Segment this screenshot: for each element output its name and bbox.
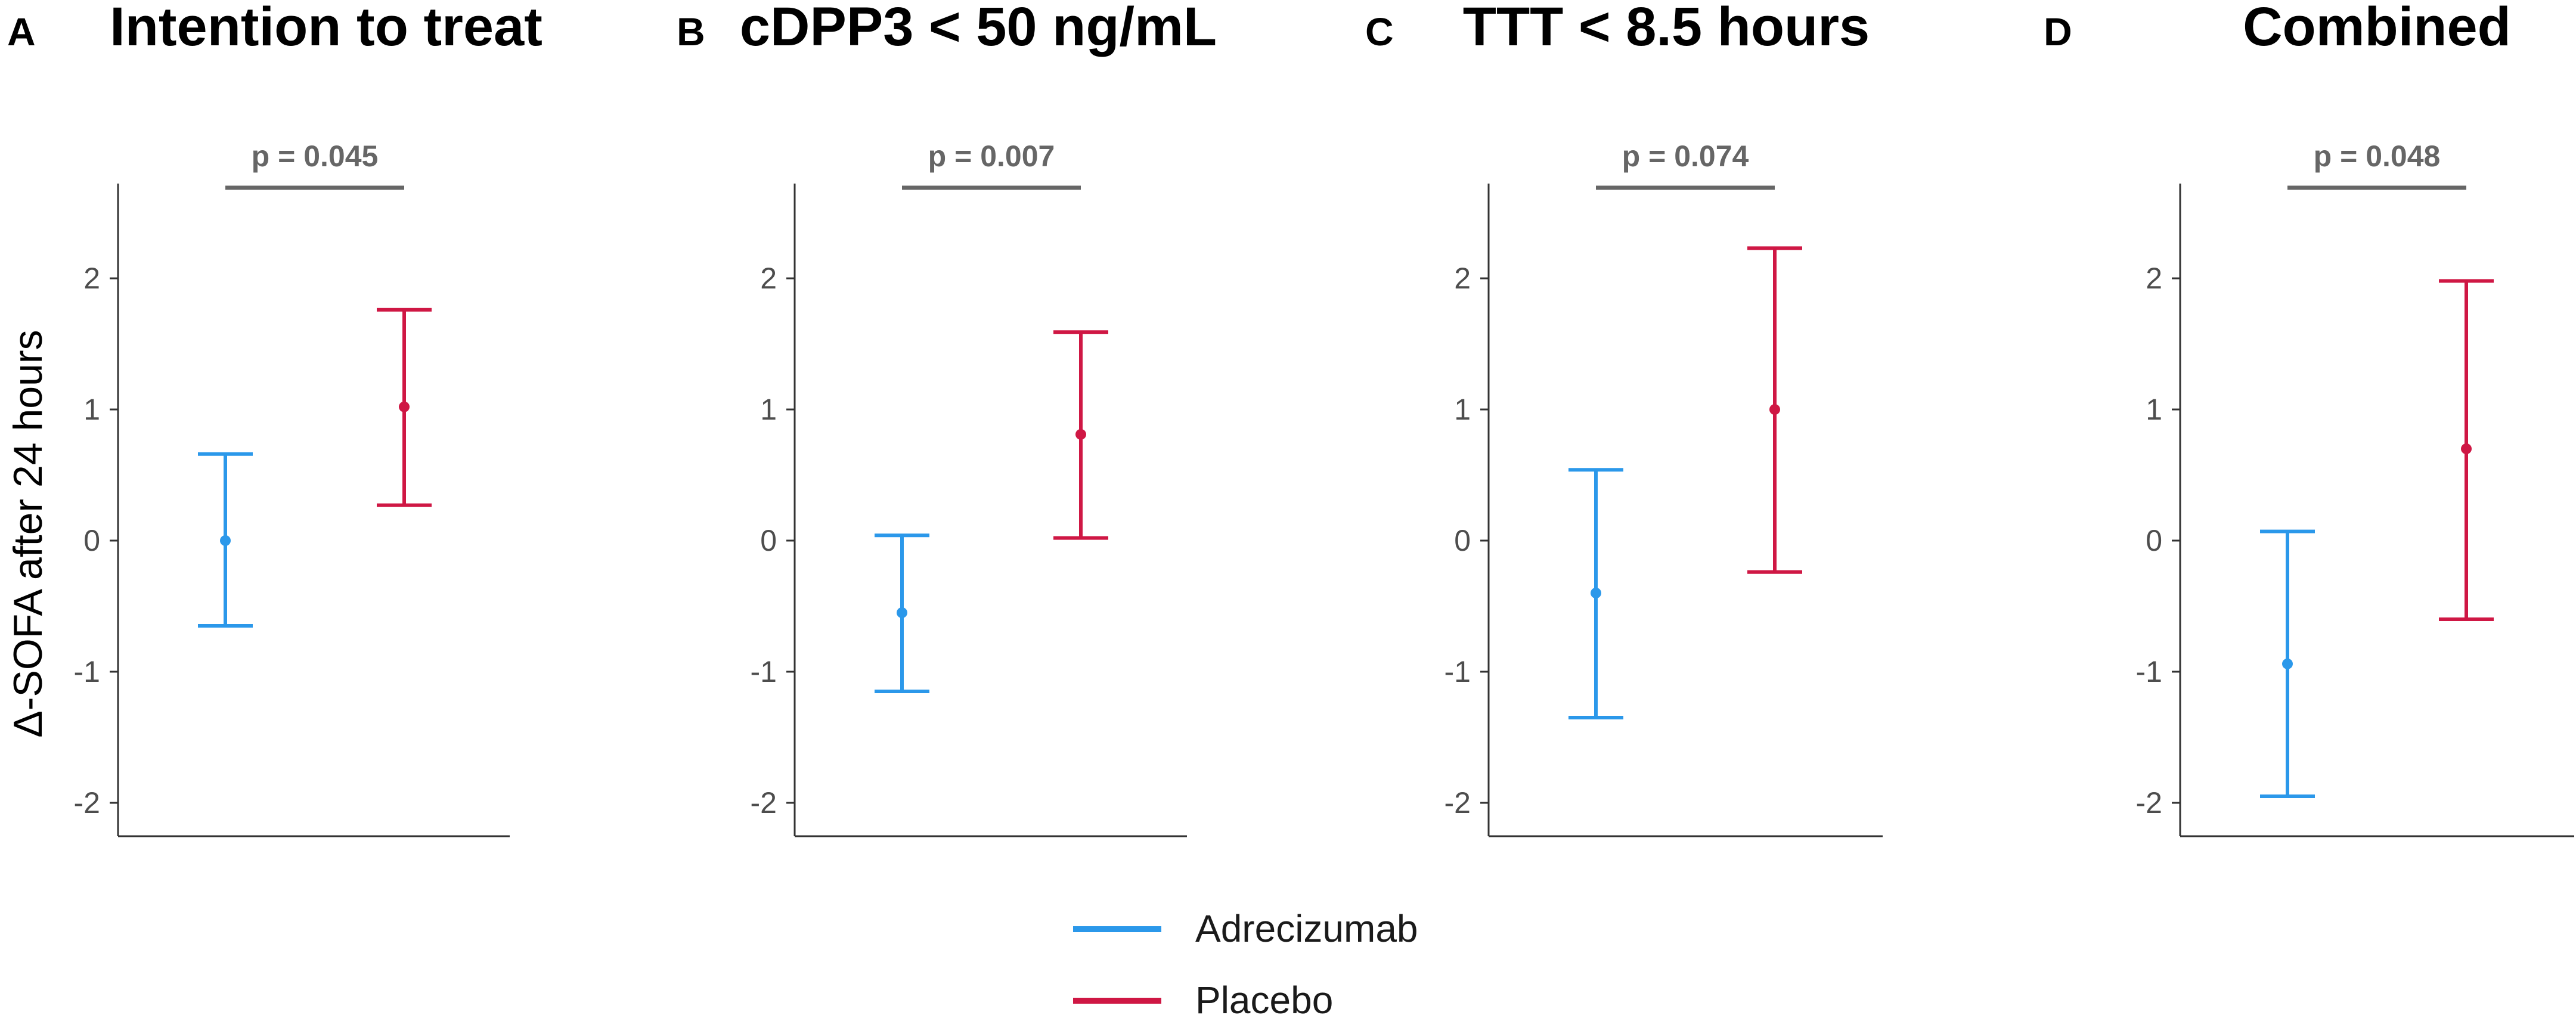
y-tick-label: 2 bbox=[83, 262, 100, 295]
p-value-label: p = 0.048 bbox=[2314, 139, 2441, 173]
panel-letter-b: B bbox=[677, 10, 705, 54]
mean-point-placebo bbox=[399, 401, 410, 412]
panel-letter-c: C bbox=[1365, 10, 1394, 54]
mean-point-placebo bbox=[1075, 429, 1086, 440]
y-tick-label: 1 bbox=[1454, 393, 1471, 426]
errorbar-placebo bbox=[2439, 279, 2494, 621]
y-tick-label: -2 bbox=[2136, 786, 2162, 820]
errorbar-adrecizumab bbox=[1568, 468, 1623, 719]
panel-d: D Combined 2 1 0 -1 -2 p = 0.048 bbox=[2044, 0, 2574, 837]
y-tick-label: 1 bbox=[760, 393, 777, 426]
legend-label-adrecizumab: Adrecizumab bbox=[1195, 907, 1418, 950]
y-tick-label: -1 bbox=[2136, 655, 2162, 688]
mean-point-adrecizumab bbox=[897, 607, 907, 618]
panels: A Intention to treat 2 1 0 -1 -2 Δ-SOFA after 2… bbox=[5, 0, 2574, 837]
p-value-label: p = 0.074 bbox=[1622, 139, 1749, 173]
mean-point-adrecizumab bbox=[2282, 658, 2293, 669]
y-tick-label: 0 bbox=[83, 524, 100, 557]
mean-point-placebo bbox=[1769, 404, 1780, 415]
p-value-label: p = 0.045 bbox=[252, 139, 379, 173]
legend: Adrecizumab Placebo bbox=[1073, 907, 1418, 1018]
mean-point-placebo bbox=[2461, 443, 2472, 454]
legend-label-placebo: Placebo bbox=[1195, 979, 1333, 1018]
errorbar-adrecizumab bbox=[198, 452, 253, 628]
y-tick-label: -1 bbox=[1444, 655, 1471, 688]
errorbar-placebo bbox=[1053, 330, 1108, 540]
y-tick-label: -2 bbox=[1444, 786, 1471, 820]
y-tick-label: -1 bbox=[751, 655, 777, 688]
panel-title-c: TTT < 8.5 hours bbox=[1463, 0, 1870, 57]
y-tick-label: 0 bbox=[760, 524, 777, 557]
y-tick-label: 2 bbox=[760, 262, 777, 295]
y-tick-label: 1 bbox=[83, 393, 100, 426]
errorbar-adrecizumab bbox=[875, 533, 929, 693]
errorbar-placebo bbox=[1747, 246, 1802, 574]
panel-a: A Intention to treat 2 1 0 -1 -2 Δ-SOFA after 2… bbox=[5, 0, 543, 837]
y-axis-title: Δ-SOFA after 24 hours bbox=[5, 330, 51, 737]
y-tick-label: -1 bbox=[74, 655, 100, 688]
mean-point-adrecizumab bbox=[220, 535, 231, 546]
panel-title-b: cDPP3 < 50 ng/mL bbox=[740, 0, 1217, 57]
panel-title-a: Intention to treat bbox=[110, 0, 543, 57]
y-tick-label: 2 bbox=[1454, 262, 1471, 295]
panel-title-d: Combined bbox=[2243, 0, 2511, 57]
y-tick-label: 0 bbox=[2146, 524, 2162, 557]
panel-letter-a: A bbox=[7, 10, 36, 54]
y-tick-label: 1 bbox=[2146, 393, 2162, 426]
panel-c: C TTT < 8.5 hours 2 1 0 -1 -2 p = 0.074 bbox=[1365, 0, 1883, 837]
p-value-label: p = 0.007 bbox=[928, 139, 1055, 173]
y-tick-label: 2 bbox=[2146, 262, 2162, 295]
errorbar-placebo bbox=[377, 308, 432, 507]
y-tick-label: -2 bbox=[74, 786, 100, 820]
panel-letter-d: D bbox=[2044, 10, 2072, 54]
y-tick-label: -2 bbox=[751, 786, 777, 820]
errorbar-adrecizumab bbox=[2260, 529, 2315, 798]
y-tick-label: 0 bbox=[1454, 524, 1471, 557]
mean-point-adrecizumab bbox=[1591, 588, 1601, 598]
